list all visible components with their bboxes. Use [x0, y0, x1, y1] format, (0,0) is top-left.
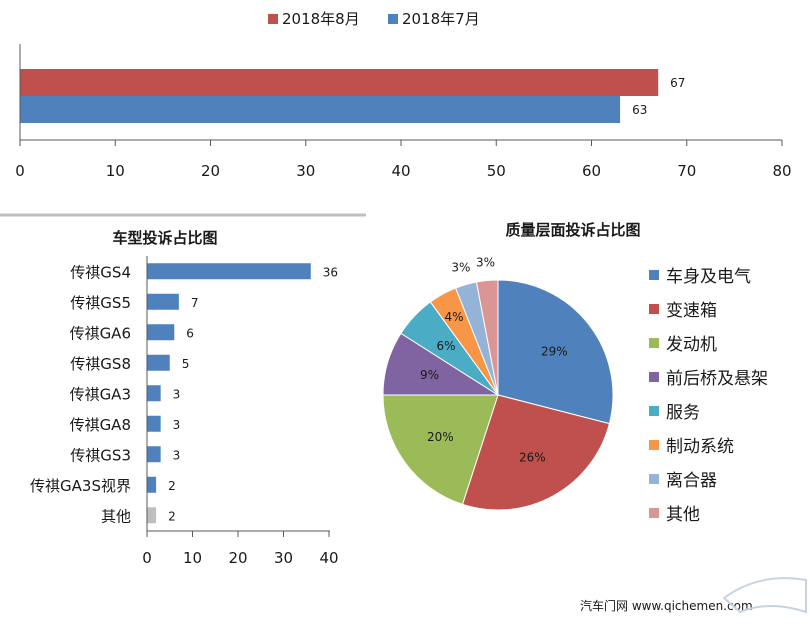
bar-value-label: 36 [323, 265, 338, 279]
tick-label: 30 [274, 549, 293, 567]
pie-legend-label: 变速箱 [666, 301, 717, 321]
pie-legend-swatch [649, 508, 659, 518]
tick-label: 10 [183, 549, 202, 567]
bar-value-label: 5 [182, 357, 190, 371]
tick-label: 60 [582, 162, 601, 180]
tick-label: 40 [391, 162, 410, 180]
watermark: 汽车门网 www.qichemen.com [580, 577, 807, 614]
category-label: 传祺GA3S视界 [30, 477, 131, 495]
category-label: 传祺GS4 [70, 263, 131, 281]
model-bar [147, 476, 157, 493]
comparison-bars: 67 63 [20, 69, 685, 123]
pie-legend-swatch [649, 304, 659, 314]
category-label: 其他 [101, 507, 131, 525]
tick-label: 50 [487, 162, 506, 180]
pie-slices [382, 279, 614, 511]
tick-label: 30 [296, 162, 315, 180]
model-chart-title: 车型投诉占比图 [112, 229, 217, 247]
pie-value-label: 6% [437, 339, 456, 353]
model-bar [147, 507, 157, 524]
pie-legend-label: 离合器 [666, 471, 717, 491]
pie-value-label: 3% [451, 260, 470, 274]
pie-slice [461, 394, 610, 511]
bar-value-label: 67 [670, 76, 685, 90]
model-bars: 传祺GS4 36 传祺GS5 7 传祺GA6 6 传祺GS8 5 传祺GA3 3 传祺GA8 3 传祺G… [30, 263, 338, 525]
tick-label: 10 [106, 162, 125, 180]
tick-label: 0 [15, 162, 25, 180]
pie-legend-label: 发动机 [666, 335, 717, 355]
pie-value-label: 20% [427, 430, 454, 444]
pie-legend-swatch [649, 372, 659, 382]
model-bar [147, 385, 161, 402]
pie-value-label: 3% [476, 256, 495, 270]
pie-legend-label: 其他 [666, 505, 700, 525]
tick-label: 0 [142, 549, 152, 567]
legend-label: 2018年7月 [402, 10, 480, 28]
comparison-ticks: 0 10 20 30 40 50 60 70 80 [15, 140, 792, 180]
comparison-legend: 2018年8月 2018年7月 [268, 10, 480, 28]
category-label: 传祺GA6 [70, 324, 131, 342]
tick-label: 20 [228, 549, 247, 567]
legend-swatch [388, 14, 398, 24]
model-bar [147, 293, 179, 310]
quality-pie-chart: 质量层面投诉占比图 29% 26% 20% 9% 6% 4% 3% 3% 车身及电气变速箱发动… [382, 221, 768, 525]
bar-value-label: 6 [186, 326, 194, 340]
bar-value-label: 63 [632, 103, 647, 117]
watermark-text: 汽车门网 www.qichemen.com [580, 598, 753, 613]
bar-value-label: 3 [173, 418, 181, 432]
category-label: 传祺GA3 [70, 385, 131, 403]
bar-value-label: 2 [168, 509, 176, 523]
bar-jul [20, 96, 621, 123]
pie-value-label: 26% [519, 450, 546, 464]
pie-slice [497, 279, 614, 425]
tick-label: 80 [772, 162, 791, 180]
category-label: 传祺GS8 [70, 355, 131, 373]
category-label: 传祺GA8 [70, 416, 131, 434]
pie-value-label: 29% [541, 344, 568, 358]
pie-value-label: 9% [420, 368, 439, 382]
model-ticks: 0 10 20 30 40 [142, 531, 339, 567]
tick-label: 20 [201, 162, 220, 180]
pie-slice [382, 394, 499, 506]
legend-label: 2018年8月 [282, 10, 360, 28]
bar-value-label: 3 [173, 387, 181, 401]
pie-value-labels: 29% 26% 20% 9% 6% 4% 3% 3% [420, 256, 568, 465]
pie-legend-label: 前后桥及悬架 [666, 369, 768, 389]
pie-legend-swatch [649, 338, 659, 348]
category-label: 传祺GS3 [70, 446, 131, 464]
comparison-bar-chart: 2018年8月 2018年7月 67 63 0 10 20 30 40 50 60 70 80 [15, 10, 791, 180]
pie-slice [475, 279, 499, 396]
category-label: 传祺GS5 [70, 294, 131, 312]
bar-value-label: 3 [173, 448, 181, 462]
model-bar [147, 446, 161, 463]
pie-legend-swatch [649, 474, 659, 484]
bar-value-label: 2 [168, 479, 176, 493]
pie-value-label: 4% [444, 310, 463, 324]
pie-legend-swatch [649, 440, 659, 450]
tick-label: 40 [319, 549, 338, 567]
model-bar [147, 415, 161, 432]
tick-label: 70 [677, 162, 696, 180]
quality-chart-title: 质量层面投诉占比图 [505, 221, 640, 239]
model-bar [147, 263, 311, 280]
pie-legend-swatch [649, 406, 659, 416]
pie-legend-label: 服务 [666, 403, 700, 423]
model-bar [147, 354, 170, 371]
pie-legend-label: 制动系统 [666, 437, 734, 457]
pie-legend-swatch [649, 270, 659, 280]
watermark-logo [722, 577, 807, 614]
pie-legend-label: 车身及电气 [666, 267, 751, 287]
model-bar [147, 324, 175, 341]
bar-value-label: 7 [191, 296, 199, 310]
legend-swatch [268, 14, 278, 24]
bar-aug [20, 69, 659, 96]
